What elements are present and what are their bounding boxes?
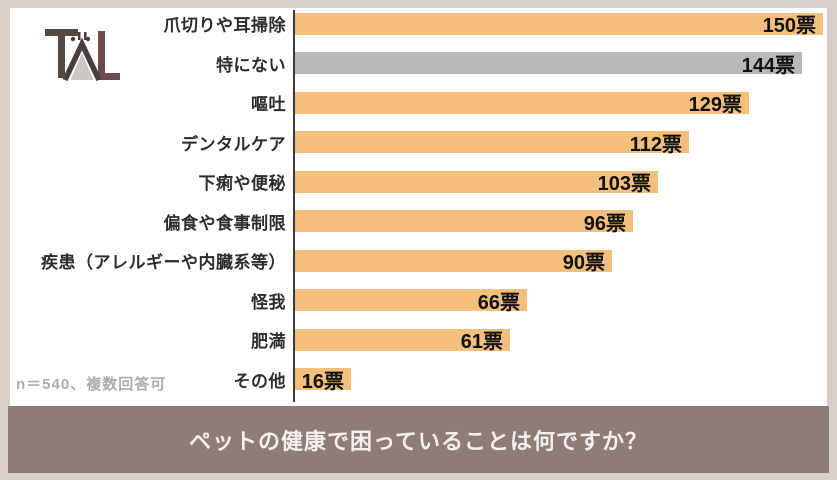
bar: 112票	[295, 131, 689, 156]
bar: 103票	[295, 170, 658, 195]
category-label: 爪切りや耳掃除	[163, 16, 286, 36]
bar: 96票	[295, 210, 633, 235]
category-label: 怪我	[251, 292, 286, 312]
category-label: 偏食や食事制限	[163, 213, 286, 233]
chart-title: ペットの健康で困っていることは何ですか？	[189, 428, 648, 454]
category-label: 肥満	[251, 332, 286, 352]
y-axis-line	[293, 10, 295, 402]
chart-row: 嘔吐 129票	[10, 83, 827, 123]
tal-logo	[45, 29, 120, 82]
chart-row: 偏食や食事制限 96票	[10, 202, 827, 242]
category-label: デンタルケア	[181, 134, 286, 154]
category-label: 下痢や便秘	[198, 174, 286, 194]
chart-title-bar: ペットの健康で困っていることは何ですか？	[8, 406, 829, 473]
bar: 150票	[295, 12, 823, 37]
bar: 90票	[295, 249, 612, 274]
value-label: 16票	[301, 370, 344, 393]
chart-row: その他 16票	[10, 360, 827, 400]
chart-row: 怪我 66票	[10, 281, 827, 321]
value-label: 103票	[597, 173, 651, 196]
chart-row: デンタルケア 112票	[10, 123, 827, 163]
value-label: 150票	[762, 15, 816, 38]
chart-panel: 爪切りや耳掃除 150票特にない 144票嘔吐 129票デンタルケア 112票下痢や便秘…	[10, 8, 827, 406]
value-label: 96票	[583, 212, 626, 235]
chart-row: 疾患（アレルギーや内臓系等） 90票	[10, 241, 827, 281]
logo-letter-t	[45, 29, 78, 78]
logo-cat-a	[62, 32, 102, 82]
value-label: 66票	[477, 291, 520, 314]
chart-row: 特にない 144票	[10, 44, 827, 84]
bar: 144票	[295, 52, 802, 77]
category-label: その他	[233, 371, 286, 391]
chart-row: 爪切りや耳掃除 150票	[10, 4, 827, 44]
value-label: 129票	[688, 94, 742, 117]
value-label: 144票	[741, 54, 795, 77]
bar: 129票	[295, 91, 749, 116]
category-label: 嘔吐	[251, 95, 286, 115]
chart-row: 肥満 61票	[10, 320, 827, 360]
bar: 61票	[295, 328, 510, 353]
category-label: 疾患（アレルギーや内臓系等）	[41, 253, 286, 273]
value-label: 61票	[460, 331, 503, 354]
bar: 16票	[295, 368, 351, 393]
sample-size-note: n＝540、複数回答可	[16, 376, 167, 393]
chart-row: 下痢や便秘 103票	[10, 162, 827, 202]
bar: 66票	[295, 289, 527, 314]
category-label: 特にない	[216, 55, 286, 75]
value-label: 112票	[629, 133, 682, 156]
logo-letter-l	[98, 31, 120, 80]
value-label: 90票	[562, 252, 605, 275]
chart-rows: 爪切りや耳掃除 150票特にない 144票嘔吐 129票デンタルケア 112票下痢や便秘…	[10, 4, 827, 399]
